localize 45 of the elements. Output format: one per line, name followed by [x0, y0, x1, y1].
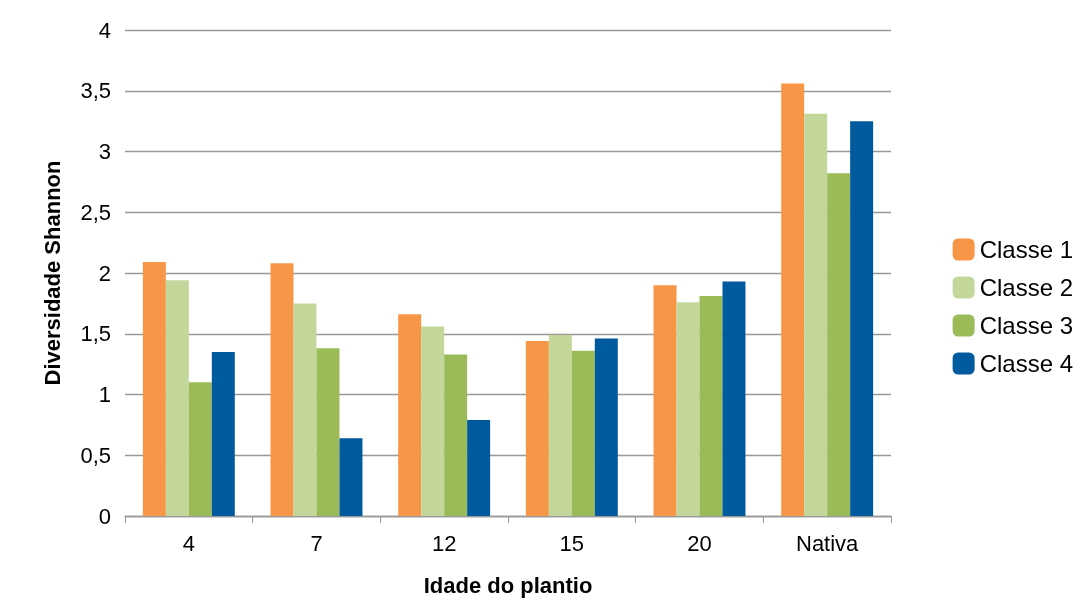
bar — [316, 348, 340, 516]
y-tick-label: 3,5 — [80, 78, 111, 104]
bar — [571, 350, 595, 516]
bar — [850, 121, 874, 516]
x-tick-label: Nativa — [795, 530, 860, 556]
y-tick-label: 1 — [98, 382, 111, 407]
legend-label: Classe 1 — [979, 236, 1073, 263]
legend-label: Classe 2 — [979, 274, 1073, 301]
bar — [142, 262, 166, 516]
bar — [211, 351, 235, 516]
legend-label: Classe 3 — [979, 312, 1073, 339]
bar — [594, 338, 618, 516]
y-tick-label: 1,5 — [80, 321, 111, 347]
y-tick-label: 4 — [98, 17, 111, 43]
bar — [676, 302, 700, 516]
y-tick-label: 0,5 — [80, 442, 111, 468]
bar — [781, 83, 805, 516]
bar — [548, 334, 572, 516]
bar — [165, 280, 189, 516]
x-axis-title: Idade do plantio — [423, 572, 593, 598]
x-tick-label: 12 — [431, 530, 457, 556]
bar — [339, 438, 363, 516]
bar — [444, 354, 468, 516]
y-axis-title: Diversidade Shannon — [39, 160, 65, 386]
bar — [525, 341, 549, 516]
legend-label: Classe 4 — [979, 350, 1073, 377]
bar — [421, 326, 445, 516]
x-tick-label: 4 — [182, 530, 195, 556]
x-tick-label: 20 — [687, 530, 712, 556]
x-tick-label: 15 — [559, 530, 585, 556]
y-tick-label: 3 — [98, 139, 111, 164]
bar — [188, 382, 212, 516]
bar — [804, 113, 828, 516]
bar — [722, 281, 746, 516]
bar — [467, 420, 491, 516]
bar — [270, 263, 294, 516]
x-tick-label: 7 — [310, 530, 323, 556]
y-tick-label: 2 — [98, 260, 111, 286]
y-tick-label: 0 — [98, 503, 111, 529]
bar — [653, 285, 677, 516]
y-tick-label: 2,5 — [80, 199, 111, 225]
bar — [293, 303, 317, 516]
bar — [398, 314, 422, 516]
bar — [699, 296, 723, 516]
bar — [827, 173, 851, 516]
